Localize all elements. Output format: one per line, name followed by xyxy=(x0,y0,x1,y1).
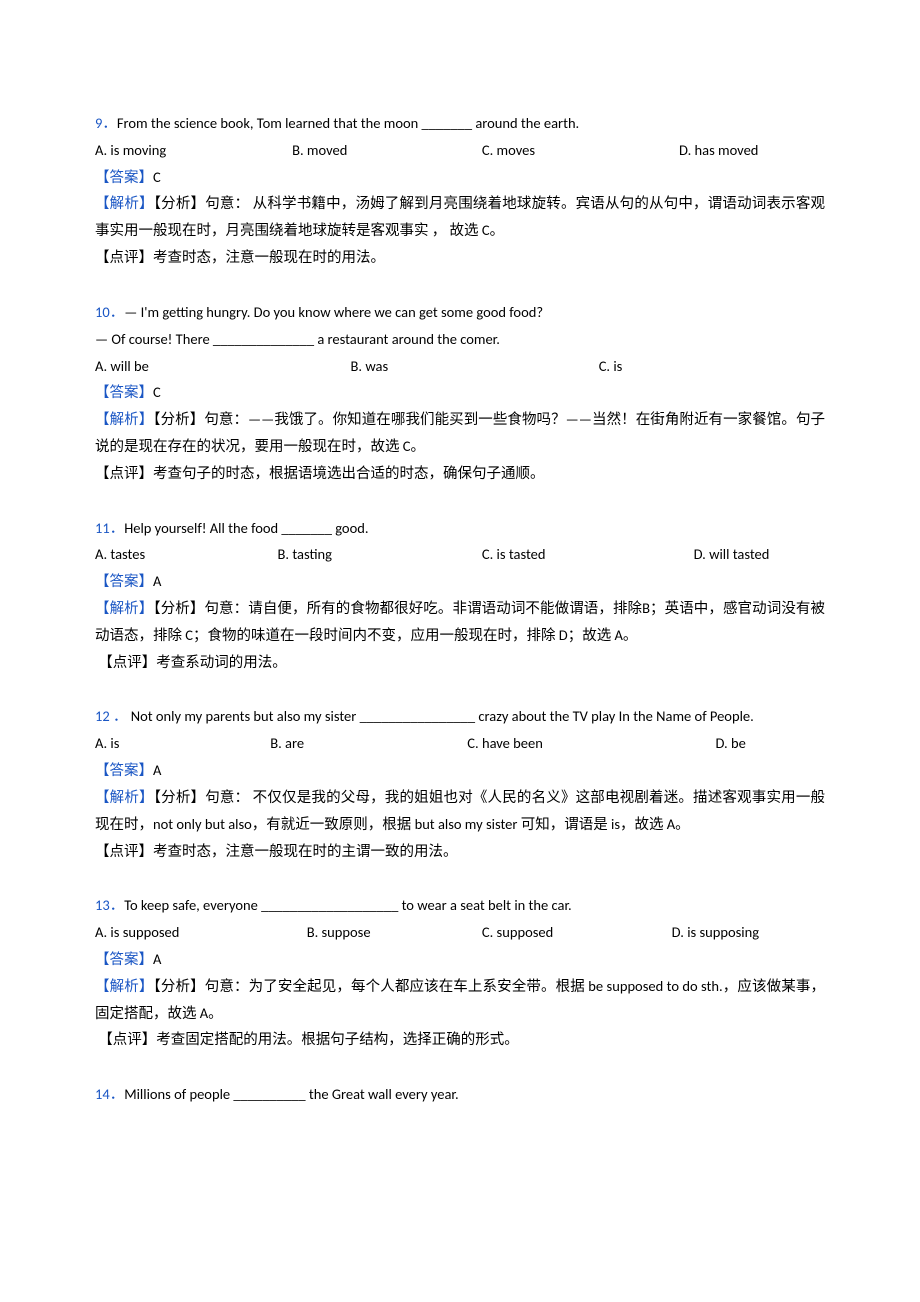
question-11: 11．Help yourself! All the food _______ g… xyxy=(95,515,825,676)
question-stem: Not only my parents but also my sister _… xyxy=(127,707,753,725)
question-number: 9． xyxy=(95,114,117,132)
option-a: A. is supposed xyxy=(95,919,307,946)
answer-label: 【答案】 xyxy=(95,168,153,186)
question-13: 13．To keep safe, everyone ______________… xyxy=(95,892,825,1053)
answer-label: 【答案】 xyxy=(95,950,153,968)
analysis-text: 句意：为了安全起见，每个人都应该在车上系安全带。根据 be supposed t… xyxy=(95,977,825,1022)
question-stem: To keep safe, everyone _________________… xyxy=(124,896,572,914)
options-row: A. is B. are C. have been D. be xyxy=(95,730,825,757)
analysis-label: 【解析】 xyxy=(95,599,153,617)
option-d: D. is supposing xyxy=(672,919,825,946)
answer-value: C xyxy=(153,168,161,186)
analysis-text: 句意： 从科学书籍中，汤姆了解到月亮围绕着地球旋转。宾语从句的从句中，谓语动词表… xyxy=(95,194,825,239)
option-b: B. are xyxy=(270,730,467,757)
option-d: D. be xyxy=(715,730,825,757)
question-number: 13． xyxy=(95,896,124,914)
answer-label: 【答案】 xyxy=(95,761,153,779)
option-c: C. have been xyxy=(467,730,715,757)
question-12: 12 ． Not only my parents but also my sis… xyxy=(95,703,825,864)
dianping-label: 【点评】 xyxy=(98,1030,156,1048)
option-c: C. supposed xyxy=(482,919,672,946)
fenxi-label: 【分析】 xyxy=(154,194,205,212)
document-page: 9．From the science book, Tom learned tha… xyxy=(0,0,920,1168)
question-14: 14．Millions of people __________ the Gre… xyxy=(95,1081,825,1108)
dianping-text: 考查句子的时态，根据语境选出合适的时态，确保句子通顺。 xyxy=(153,464,545,482)
question-number: 10． xyxy=(95,303,124,321)
question-stem: Millions of people __________ the Great … xyxy=(124,1085,458,1103)
option-b: B. moved xyxy=(292,137,482,164)
option-a: A. is moving xyxy=(95,137,292,164)
dianping-text: 考查时态，注意一般现在时的用法。 xyxy=(153,248,385,266)
answer-value: C xyxy=(153,383,161,401)
dianping-label: 【点评】 xyxy=(95,248,153,266)
answer-value: A xyxy=(153,950,161,968)
options-row: A. will be B. was C. is xyxy=(95,353,825,380)
option-b: B. suppose xyxy=(307,919,482,946)
analysis-label: 【解析】 xyxy=(95,788,154,806)
option-c: C. moves xyxy=(482,137,679,164)
dianping-text: 考查系动词的用法。 xyxy=(156,653,287,671)
question-stem: — I'm getting hungry. Do you know where … xyxy=(124,303,543,321)
options-row: A. is supposed B. suppose C. supposed D.… xyxy=(95,919,825,946)
dianping-label: 【点评】 xyxy=(98,653,156,671)
answer-label: 【答案】 xyxy=(95,383,153,401)
option-c: C. is xyxy=(599,353,825,380)
dianping-text: 考查时态，注意一般现在时的主谓一致的用法。 xyxy=(153,842,458,860)
dianping-label: 【点评】 xyxy=(95,842,153,860)
fenxi-label: 【分析】 xyxy=(153,599,204,617)
option-d: D. will tasted xyxy=(694,541,825,568)
option-b: B. tasting xyxy=(278,541,482,568)
option-a: A. will be xyxy=(95,353,351,380)
options-row: A. tastes B. tasting C. is tasted D. wil… xyxy=(95,541,825,568)
fenxi-label: 【分析】 xyxy=(154,977,205,995)
analysis-text: 句意：请自便，所有的食物都很好吃。非谓语动词不能做谓语，排除B；英语中，感官动词… xyxy=(95,599,825,644)
options-row: A. is moving B. moved C. moves D. has mo… xyxy=(95,137,825,164)
analysis-text: 句意： 不仅仅是我的父母，我的姐姐也对《人民的名义》这部电视剧着迷。描述客观事实… xyxy=(95,788,825,833)
dianping-label: 【点评】 xyxy=(95,464,153,482)
question-stem-line2: — Of course! There ______________ a rest… xyxy=(95,326,825,353)
question-number: 12 ． xyxy=(95,707,127,725)
answer-label: 【答案】 xyxy=(95,572,153,590)
dianping-text: 考查固定搭配的用法。根据句子结构，选择正确的形式。 xyxy=(156,1030,519,1048)
option-d: D. has moved xyxy=(679,137,825,164)
analysis-label: 【解析】 xyxy=(95,194,154,212)
question-9: 9．From the science book, Tom learned tha… xyxy=(95,110,825,271)
question-number: 14． xyxy=(95,1085,124,1103)
analysis-label: 【解析】 xyxy=(95,410,153,428)
option-a: A. tastes xyxy=(95,541,278,568)
analysis-text: 句意：——我饿了。你知道在哪我们能买到一些食物吗？——当然！在街角附近有一家餐馆… xyxy=(95,410,825,455)
answer-value: A xyxy=(153,572,161,590)
question-number: 11． xyxy=(95,519,124,537)
answer-value: A xyxy=(153,761,161,779)
question-10: 10．— I'm getting hungry. Do you know whe… xyxy=(95,299,825,487)
question-stem: From the science book, Tom learned that … xyxy=(117,114,579,132)
fenxi-label: 【分析】 xyxy=(153,410,204,428)
analysis-label: 【解析】 xyxy=(95,977,154,995)
question-stem: Help yourself! All the food _______ good… xyxy=(124,519,368,537)
option-a: A. is xyxy=(95,730,270,757)
fenxi-label: 【分析】 xyxy=(154,788,205,806)
option-c: C. is tasted xyxy=(482,541,694,568)
option-b: B. was xyxy=(351,353,599,380)
